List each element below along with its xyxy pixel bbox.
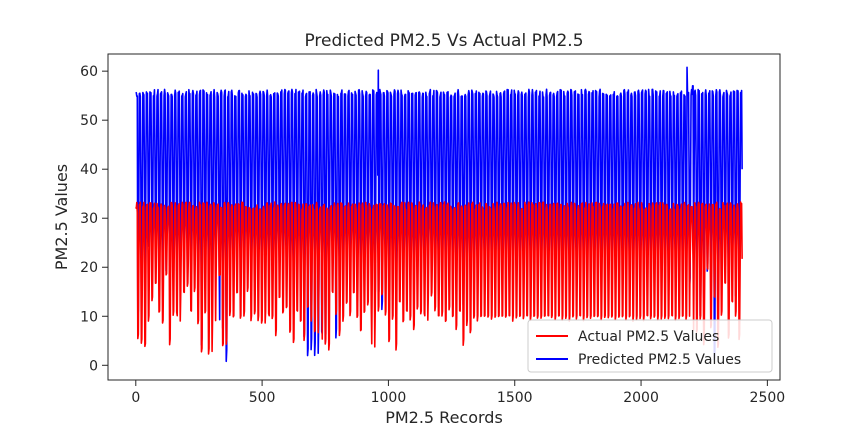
- legend-box: [527, 319, 773, 373]
- y-tick-label: 20: [80, 260, 98, 276]
- y-tick-label: 30: [80, 211, 98, 227]
- y-tick-label: 10: [80, 309, 98, 325]
- y-tick-label: 60: [80, 64, 98, 80]
- chart-title: Predicted PM2.5 Vs Actual PM2.5: [304, 31, 583, 51]
- x-tick-label: 0: [131, 390, 140, 406]
- series-line-actual: [135, 201, 743, 355]
- legend-label: Actual PM2.5 Values: [578, 329, 719, 345]
- x-axis: 0 500 1000 1500 2000 2500: [131, 380, 785, 406]
- y-tick-label: 40: [80, 162, 98, 178]
- y-tick-label: 0: [89, 358, 98, 374]
- y-axis-label: PM2.5 Values: [52, 164, 71, 270]
- x-tick-label: 1000: [371, 390, 407, 406]
- x-tick-label: 1500: [497, 390, 533, 406]
- plot-frame: [107, 53, 781, 381]
- y-tick-label: 50: [80, 113, 98, 129]
- series-layer: [135, 66, 743, 363]
- legend-label: Predicted PM2.5 Values: [578, 352, 741, 368]
- x-tick-label: 2500: [750, 390, 786, 406]
- x-tick-label: 2000: [623, 390, 659, 406]
- y-axis: 0 10 20 30 40 50 60: [80, 64, 108, 374]
- legend: Actual PM2.5 Values Predicted PM2.5 Value…: [527, 319, 773, 373]
- x-axis-label: PM2.5 Records: [385, 408, 503, 427]
- x-tick-label: 500: [249, 390, 276, 406]
